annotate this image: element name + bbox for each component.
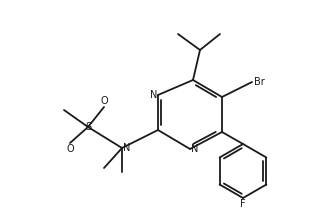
Text: O: O (100, 96, 108, 106)
Text: O: O (66, 144, 74, 154)
Text: N: N (150, 90, 157, 100)
Text: N: N (191, 144, 198, 154)
Text: Br: Br (254, 77, 265, 87)
Text: F: F (240, 199, 246, 209)
Text: N: N (123, 143, 130, 153)
Text: S: S (85, 122, 91, 132)
